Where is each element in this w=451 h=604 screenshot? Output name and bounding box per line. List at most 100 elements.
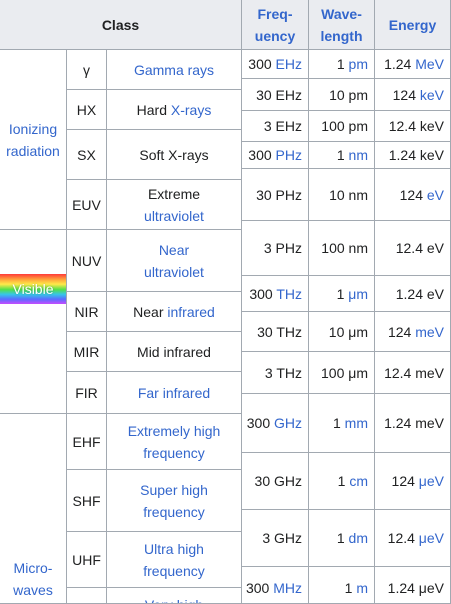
name-vhf-partial[interactable]: Very high — [145, 594, 203, 603]
header-wavelength[interactable]: Wave- length — [309, 0, 375, 50]
freq-300thz[interactable]: 300 THz — [242, 276, 309, 312]
energy-1.24mev-value: 1.24 — [384, 56, 412, 72]
name-gamma-rays-link[interactable]: Gamma rays — [133, 61, 215, 78]
header-energy[interactable]: Energy — [375, 0, 451, 50]
freq-unit-thz-link[interactable]: THz — [276, 285, 302, 302]
wave-unit-mm-link[interactable]: mm — [344, 415, 368, 431]
energy-unit-uev-link-2[interactable]: μeV — [418, 530, 444, 546]
name-shf-line2[interactable]: frequency — [143, 503, 205, 520]
wave-unit-pm-link[interactable]: pm — [348, 56, 368, 72]
wave-10pm: 10 pm — [309, 79, 375, 111]
freq-300ghz[interactable]: 300 GHz — [242, 394, 309, 453]
header-frequency[interactable]: Freq- uency — [242, 0, 309, 50]
name-extreme-uv[interactable]: Extreme ultraviolet — [107, 180, 242, 230]
energy-unit-uev-link[interactable]: μeV — [418, 473, 444, 489]
name-ultraviolet-link[interactable]: ultraviolet — [144, 207, 204, 224]
name-ehf-line1[interactable]: Extremely high — [127, 422, 221, 439]
name-infrared-link[interactable]: infrared — [167, 303, 215, 320]
wave-1dm[interactable]: 1 dm — [309, 510, 375, 567]
name-uhf-line1[interactable]: Ultra high — [144, 540, 204, 557]
abbr-sx: SX — [67, 130, 107, 180]
group-microwaves[interactable]: Micro- waves — [0, 414, 67, 604]
group-visible-label[interactable]: Visible — [12, 281, 54, 297]
abbr-hx-label: HX — [76, 101, 97, 118]
group-ionizing-radiation[interactable]: Ionizing radiation — [0, 50, 67, 230]
group-microwaves-line2[interactable]: waves — [13, 582, 53, 598]
header-frequency-line1[interactable]: Freq- — [257, 5, 293, 22]
wave-1m[interactable]: 1 m — [309, 567, 375, 604]
freq-3thz-value: 3 THz — [264, 364, 302, 381]
energy-1.24ev: 1.24 eV — [375, 276, 451, 312]
name-far-infrared-link[interactable]: Far infrared — [137, 384, 211, 401]
name-uhf-line2[interactable]: frequency — [143, 562, 205, 579]
energy-12.4kev: 12.4 keV — [375, 111, 451, 142]
wave-unit-m-link[interactable]: m — [356, 580, 368, 596]
wave-unit-cm-link[interactable]: cm — [349, 473, 368, 489]
freq-300phz[interactable]: 300 PHz — [242, 142, 309, 169]
abbr-shf-label: SHF — [72, 492, 101, 509]
name-ehf[interactable]: Extremely high frequency — [107, 414, 242, 470]
wave-1cm[interactable]: 1 cm — [309, 453, 375, 510]
wave-unit-dm-link[interactable]: dm — [348, 530, 368, 546]
visible-rainbow-band[interactable]: Visible — [0, 274, 66, 304]
name-shf[interactable]: Super high frequency — [107, 470, 242, 532]
wave-1pm[interactable]: 1 pm — [309, 50, 375, 79]
freq-300ehz[interactable]: 300 EHz — [242, 50, 309, 79]
group-ionizing-line1[interactable]: Ionizing — [8, 120, 58, 137]
group-microwaves-line1[interactable]: Micro- — [13, 560, 53, 576]
name-gamma-rays[interactable]: Gamma rays — [107, 50, 242, 90]
abbr-nuv: NUV — [67, 230, 107, 292]
abbr-hx: HX — [67, 90, 107, 130]
name-uhf[interactable]: Ultra high frequency — [107, 532, 242, 588]
name-near-uv-line2[interactable]: ultraviolet — [144, 263, 204, 280]
energy-unit-mev-link[interactable]: MeV — [415, 56, 444, 72]
name-hard-xrays[interactable]: Hard X-rays — [107, 90, 242, 130]
name-shf-line1[interactable]: Super high — [140, 481, 208, 498]
freq-unit-ghz-link[interactable]: GHz — [274, 415, 302, 431]
wave-100pm: 100 pm — [309, 111, 375, 142]
energy-124uev[interactable]: 124 μeV — [375, 453, 451, 510]
wave-100um-value: 100 μm — [321, 364, 368, 381]
wave-1um-value: 1 — [336, 285, 345, 302]
wave-10nm: 10 nm — [309, 169, 375, 221]
header-wavelength-line1[interactable]: Wave- — [321, 5, 362, 22]
wave-1nm[interactable]: 1 nm — [309, 142, 375, 169]
freq-unit-mhz-link[interactable]: MHz — [273, 580, 302, 596]
name-near-uv[interactable]: Near ultraviolet — [107, 230, 242, 292]
header-frequency-line2[interactable]: uency — [254, 27, 296, 44]
name-ehf-line2[interactable]: frequency — [143, 444, 205, 461]
name-near-infrared[interactable]: Near infrared — [107, 292, 242, 332]
name-xrays-link[interactable]: X-rays — [170, 101, 212, 118]
energy-unit-millielectronvolt-link[interactable]: meV — [415, 323, 444, 340]
wave-unit-nm-link[interactable]: nm — [348, 147, 368, 163]
header-wavelength-line2[interactable]: length — [320, 27, 363, 44]
freq-unit-phz-link[interactable]: PHz — [275, 147, 302, 163]
energy-unit-kev-link[interactable]: keV — [419, 86, 444, 103]
energy-1.24mev[interactable]: 1.24 MeV — [375, 50, 451, 79]
name-hard-label: Hard — [136, 101, 171, 118]
freq-3ehz: 3 EHz — [242, 111, 309, 142]
wave-100nm: 100 nm — [309, 221, 375, 276]
wave-1mm[interactable]: 1 mm — [309, 394, 375, 453]
wave-unit-um-link[interactable]: μm — [348, 285, 368, 302]
freq-300mhz[interactable]: 300 MHz — [242, 567, 309, 604]
freq-300ehz-value: 300 — [248, 56, 272, 72]
name-far-infrared[interactable]: Far infrared — [107, 372, 242, 414]
group-ionizing-line2[interactable]: radiation — [6, 142, 60, 159]
name-near-uv-line1[interactable]: Near — [158, 241, 190, 258]
energy-1.24ev-value: 1.24 eV — [395, 285, 444, 302]
name-vhf[interactable]: Very high — [107, 588, 242, 604]
abbr-nir: NIR — [67, 292, 107, 332]
energy-unit-ev-link[interactable]: eV — [426, 186, 444, 203]
energy-124ev[interactable]: 124 eV — [375, 169, 451, 221]
freq-30thz: 30 THz — [242, 312, 309, 352]
energy-124mev[interactable]: 124 meV — [375, 312, 451, 352]
energy-12.4uev[interactable]: 12.4 μeV — [375, 510, 451, 567]
wave-1pm-value: 1 — [336, 56, 345, 72]
freq-unit-ehz-link[interactable]: EHz — [275, 56, 302, 72]
wave-1m-value: 1 — [344, 580, 353, 596]
wave-1um[interactable]: 1 μm — [309, 276, 375, 312]
energy-124kev[interactable]: 124 keV — [375, 79, 451, 111]
header-energy-label[interactable]: Energy — [388, 16, 437, 33]
